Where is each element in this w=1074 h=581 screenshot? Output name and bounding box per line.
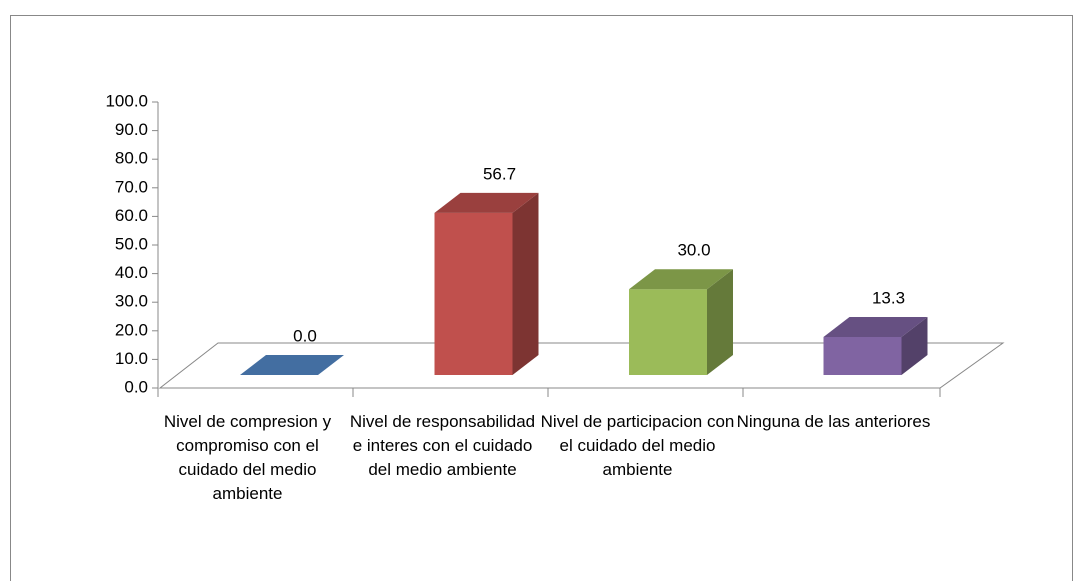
bar-side bbox=[901, 316, 928, 375]
y-tick-label: 20.0 bbox=[115, 320, 148, 339]
bar-side bbox=[512, 192, 539, 375]
data-label: 13.3 bbox=[872, 288, 905, 307]
bar bbox=[629, 289, 707, 375]
chart-frame bbox=[10, 15, 1073, 581]
data-label: 30.0 bbox=[677, 241, 710, 260]
bar bbox=[434, 212, 513, 375]
y-tick-label: 50.0 bbox=[115, 234, 148, 253]
bar-top bbox=[629, 269, 733, 290]
x-tick-label: Nivel de compresion y compromiso con el … bbox=[163, 412, 332, 503]
bar-side bbox=[707, 269, 733, 375]
bar-top bbox=[823, 316, 928, 337]
y-tick-label: 100.0 bbox=[105, 91, 148, 110]
x-tick-label: Nivel de participacion con el cuidado de… bbox=[540, 412, 735, 479]
bar bbox=[823, 336, 902, 375]
y-tick-label: 10.0 bbox=[115, 349, 148, 368]
data-label: 0.0 bbox=[293, 326, 317, 345]
y-tick-label: 70.0 bbox=[115, 177, 148, 196]
y-tick-label: 80.0 bbox=[115, 149, 148, 168]
data-label: 56.7 bbox=[483, 164, 516, 183]
x-tick-label: Nivel de responsabilidad e interes con e… bbox=[349, 412, 536, 479]
y-tick-label: 60.0 bbox=[115, 206, 148, 225]
y-tick-label: 90.0 bbox=[115, 120, 148, 139]
x-tick-label: Ninguna de las anteriores bbox=[736, 412, 931, 431]
bar-top bbox=[240, 355, 344, 375]
y-tick-label: 30.0 bbox=[115, 292, 148, 311]
y-tick-label: 0.0 bbox=[124, 377, 148, 396]
floor bbox=[158, 342, 1005, 389]
y-tick-label: 40.0 bbox=[115, 263, 148, 282]
bar-top bbox=[434, 192, 539, 213]
